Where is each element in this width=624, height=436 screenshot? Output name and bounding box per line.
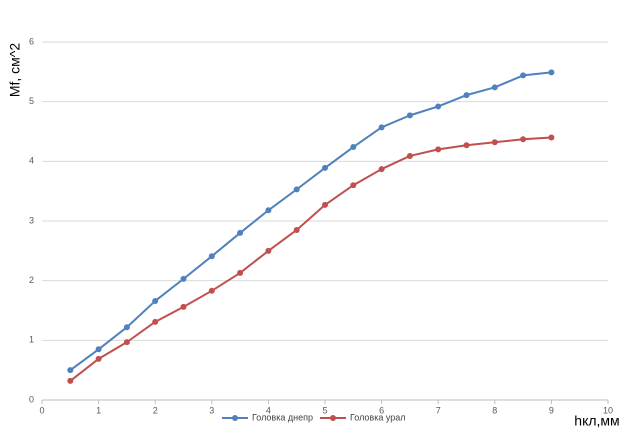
legend-label: Головка урал <box>350 412 406 422</box>
data-point <box>406 152 413 159</box>
y-tick-label: 5 <box>29 96 34 106</box>
data-point <box>67 367 74 374</box>
data-point <box>123 324 130 331</box>
legend-marker <box>232 415 238 421</box>
data-point <box>265 247 272 254</box>
data-point <box>208 287 215 294</box>
data-point <box>237 269 244 276</box>
legend-label: Головка днепр <box>252 412 313 422</box>
x-tick-label: 5 <box>322 405 327 415</box>
series-line <box>69 136 552 382</box>
y-tick-label: 1 <box>29 335 34 345</box>
data-point <box>322 201 328 208</box>
data-point <box>265 207 272 214</box>
data-point <box>378 166 385 173</box>
data-point <box>95 346 102 353</box>
data-point <box>208 253 215 260</box>
data-point <box>435 146 442 153</box>
x-tick-label: 9 <box>549 405 554 415</box>
x-tick-label: 3 <box>209 405 214 415</box>
data-point <box>95 355 102 362</box>
data-point <box>152 297 159 304</box>
data-point <box>67 377 74 384</box>
data-point <box>322 164 328 171</box>
legend-marker <box>330 415 336 421</box>
y-tick-label: 2 <box>29 275 34 285</box>
y-tick-label: 6 <box>29 36 34 46</box>
y-tick-label: 0 <box>29 394 34 404</box>
data-point <box>548 69 555 76</box>
data-point <box>180 303 187 310</box>
data-point <box>463 92 470 99</box>
data-point <box>463 142 470 149</box>
data-point <box>152 318 159 325</box>
data-point <box>520 136 527 143</box>
series-line <box>69 71 552 371</box>
data-point <box>293 186 300 193</box>
x-tick-label: 2 <box>153 405 158 415</box>
data-point <box>237 229 244 236</box>
data-point <box>350 182 357 189</box>
x-tick-label: 10 <box>603 405 613 415</box>
data-point <box>293 226 300 233</box>
x-tick-label: 6 <box>379 405 384 415</box>
x-tick-label: 4 <box>266 405 271 415</box>
x-tick-label: 7 <box>436 405 441 415</box>
y-tick-label: 3 <box>29 215 34 225</box>
data-point <box>520 72 527 79</box>
data-point <box>378 124 385 131</box>
x-axis-title: hкл,мм <box>574 413 619 429</box>
data-point <box>350 144 357 151</box>
data-point <box>435 103 442 110</box>
y-axis-title: Mf, см^2 <box>7 43 23 98</box>
x-tick-label: 1 <box>96 405 101 415</box>
x-tick-label: 0 <box>39 405 44 415</box>
x-tick-label: 8 <box>492 405 497 415</box>
data-point <box>406 112 413 119</box>
data-point <box>491 139 498 146</box>
data-point <box>123 339 130 346</box>
data-point <box>491 84 498 91</box>
data-point <box>548 134 555 141</box>
data-point <box>180 275 187 282</box>
y-tick-label: 4 <box>29 156 34 166</box>
